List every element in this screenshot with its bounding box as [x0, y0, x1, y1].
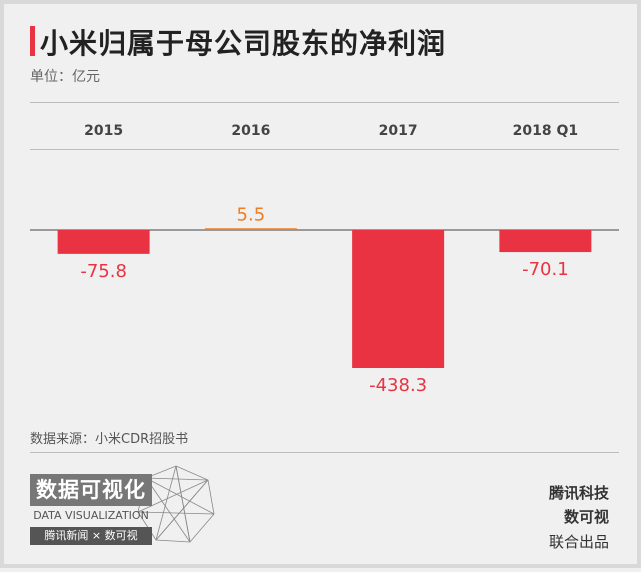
top-rule	[30, 102, 619, 103]
source-note: 数据来源：小米CDR招股书	[30, 432, 189, 447]
category-label: 2015	[84, 123, 123, 139]
source-rule	[30, 452, 619, 453]
data-label: -70.1	[522, 259, 569, 280]
data-label: 5.5	[237, 204, 266, 225]
bar	[352, 230, 445, 368]
bar	[204, 228, 297, 230]
data-label: -75.8	[80, 261, 127, 282]
data-visualization-logo: 数据可视化 DATA VISUALIZATION 腾讯新闻 × 数可视	[30, 474, 152, 545]
logo-footer-text: 腾讯新闻 × 数可视	[30, 527, 152, 545]
category-label: 2016	[231, 123, 270, 139]
category-label: 2018 Q1	[513, 123, 578, 139]
bar	[499, 230, 592, 253]
logo-english-text: DATA VISUALIZATION	[33, 509, 149, 522]
credit-tencent-tech: 腾讯科技	[548, 484, 609, 502]
category-label: 2017	[379, 123, 418, 139]
logo-main-text: 数据可视化	[30, 474, 152, 506]
title-accent-bar	[30, 26, 35, 56]
category-rule	[30, 149, 619, 150]
bar-chart: 2015 -75.8 2016 5.5 2017 -438.3 2018 Q1 -70.1	[30, 123, 619, 396]
data-label: -438.3	[369, 375, 427, 396]
chart-title: 小米归属于母公司股东的净利润	[40, 27, 447, 60]
credit-shukeshi: 数可视	[563, 508, 609, 526]
unit-label: 单位：亿元	[30, 69, 100, 85]
bar	[57, 230, 150, 254]
network-polygon-icon	[137, 465, 215, 543]
credit-joint-production: 联合出品	[548, 533, 609, 551]
